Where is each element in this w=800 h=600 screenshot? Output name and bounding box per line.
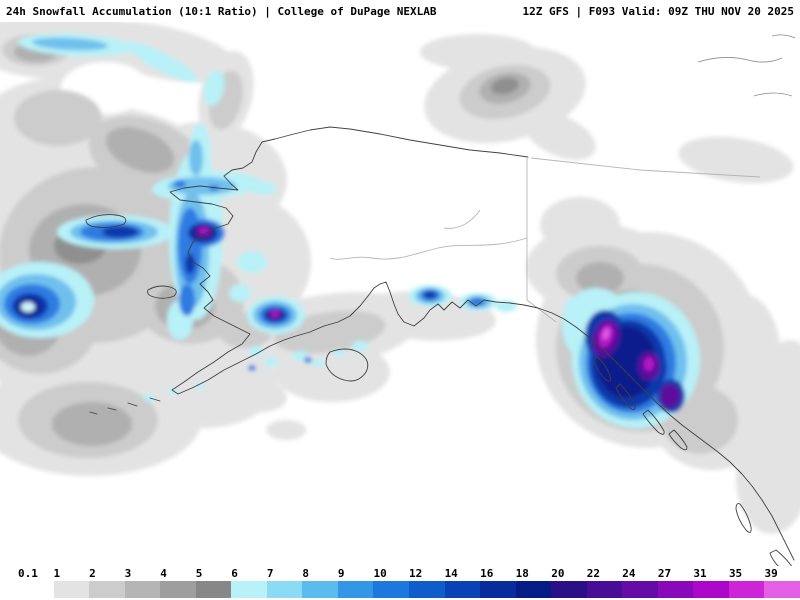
- product-title: 24h Snowfall Accumulation (10:1 Ratio) |…: [6, 4, 437, 18]
- colorbar-cell: 31: [693, 566, 729, 599]
- colorbar-swatch: [373, 581, 410, 598]
- colorbar-tick-label: 18: [515, 567, 529, 580]
- colorbar-swatch: [657, 581, 694, 598]
- colorbar-tick-label: 2: [89, 567, 96, 580]
- colorbar-cell: 27: [657, 566, 694, 599]
- kodiak-island-coast: [325, 348, 369, 382]
- colorbar-swatch: [728, 581, 765, 598]
- colorbar-tick-label: 16: [480, 567, 494, 580]
- colorbar-swatch: [764, 581, 800, 598]
- colorbar-swatch: [18, 581, 54, 598]
- colorbar-cell: 20: [551, 566, 587, 599]
- model-run-valid-time: 12Z GFS | F093 Valid: 09Z THU NOV 20 202…: [522, 4, 794, 18]
- snow-core-highlight: [21, 302, 35, 312]
- colorbar-cell: 4: [160, 566, 196, 599]
- colorbar-swatch: [409, 581, 445, 598]
- colorbar-swatch: [195, 581, 232, 598]
- colorbar-swatch: [551, 581, 587, 598]
- colorbar-swatch: [622, 581, 658, 598]
- colorbar-cell: 1: [53, 566, 90, 599]
- snowfall-contours: [0, 11, 800, 534]
- colorbar-tick-label: 9: [337, 567, 345, 580]
- colorbar-tick-label: 6: [231, 567, 238, 580]
- haida-gwaii-coast: [735, 503, 752, 533]
- colorbar-tick-label: 31: [693, 567, 707, 580]
- colorbar-cell: 3: [124, 566, 161, 599]
- colorbar-tick-label: 4: [160, 567, 167, 580]
- colorbar-tick-label: 14: [444, 567, 458, 580]
- colorbar-swatch: [586, 581, 623, 598]
- colorbar-tick-label: 5: [195, 567, 203, 580]
- coastline: [85, 126, 795, 569]
- colorbar-cell: 9: [337, 566, 374, 599]
- colorbar-tick-label: 0.1: [18, 567, 38, 580]
- aleutian-islands: [89, 397, 161, 415]
- colorbar-cell: 2: [89, 566, 125, 599]
- colorbar-swatch: [302, 581, 338, 598]
- colorbar-tick-label: 7: [266, 567, 274, 580]
- colorbar-cell: 39: [764, 566, 800, 599]
- colorbar-cell: 7: [266, 566, 303, 599]
- colorbar-tick-label: 3: [124, 567, 132, 580]
- colorbar-tick-label: 35: [728, 567, 743, 580]
- colorbar-tick-label: 20: [551, 567, 565, 580]
- borders-and-rivers: [329, 157, 761, 323]
- colorbar-cell: 6: [231, 566, 267, 599]
- colorbar-swatch: [231, 581, 267, 598]
- colorbar-swatch: [53, 581, 90, 598]
- colorbar-swatch: [89, 581, 125, 598]
- colorbar-cell: 18: [515, 566, 552, 599]
- bering-islands-coast: [85, 214, 177, 299]
- colorbar-tick-label: 24: [622, 567, 636, 580]
- colorbar-cell: 0.1: [18, 566, 54, 599]
- colorbar-swatch: [266, 581, 303, 598]
- colorbar-tick-label: 8: [302, 567, 309, 580]
- colorbar-swatch: [444, 581, 481, 598]
- colorbar-cell: 16: [480, 566, 516, 599]
- colorbar-swatch: [515, 581, 552, 598]
- colorbar-cell: 5: [195, 566, 232, 599]
- panhandle-islands: [593, 355, 688, 451]
- colorbar-cell: 14: [444, 566, 481, 599]
- colorbar-swatch: [337, 581, 374, 598]
- colorbar-swatch: [124, 581, 161, 598]
- colorbar-swatch: [693, 581, 729, 598]
- alaska-mainland-coast: [169, 126, 795, 561]
- colorbar-cell: 35: [728, 566, 765, 599]
- colorbar-swatch: [480, 581, 516, 598]
- arctic-canada-coast: [697, 34, 796, 97]
- colorbar-tick-label: 10: [373, 567, 387, 580]
- title-bar: 24h Snowfall Accumulation (10:1 Ratio) |…: [0, 0, 800, 22]
- colorbar-cell: 12: [409, 566, 445, 599]
- snow-35in: [602, 328, 610, 340]
- colorbar-cell: 24: [622, 566, 658, 599]
- colorbar-tick-label: 1: [53, 567, 61, 580]
- colorbar-tick-label: 27: [657, 567, 672, 580]
- colorbar-cell: 22: [586, 566, 623, 599]
- colorbar-cell: 10: [373, 566, 410, 599]
- colorbar-swatch: [160, 581, 196, 598]
- colorbar-cell: 8: [302, 566, 338, 599]
- colorbar-tick-label: 22: [586, 567, 600, 580]
- colorbar: 0.1 1 2 3 4 5 6 7 8 9 10 12 14 16 18 20 22 24 27 31 35 39: [0, 566, 800, 600]
- colorbar-tick-label: 39: [764, 567, 778, 580]
- colorbar-tick-label: 12: [409, 567, 423, 580]
